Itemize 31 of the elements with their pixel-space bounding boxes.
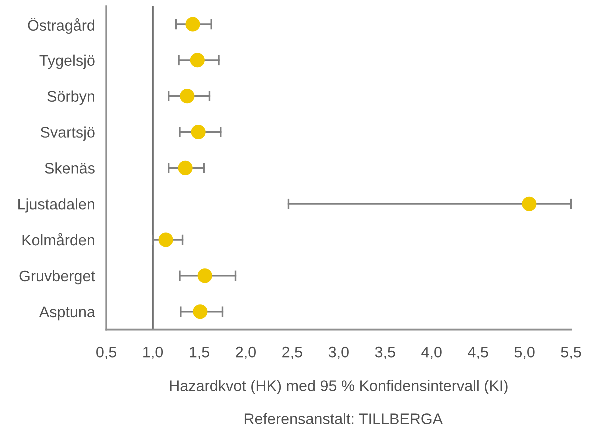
point <box>193 304 208 320</box>
x-tick-label: 5,5 <box>561 347 582 360</box>
y-tick-label: Sörbyn <box>48 90 94 106</box>
y-tick-label: Tygelsjö <box>40 54 95 70</box>
y-tick-label: Svartsjö <box>40 126 95 141</box>
y-tick-label: Östragård <box>28 18 94 34</box>
x-axis-title: Hazardkvot (HK) med 95 % Konfidensintervall (KI) <box>170 380 508 394</box>
x-tick-label: 1,5 <box>190 347 210 360</box>
x-tick-label: 2,5 <box>282 346 302 360</box>
x-tick-label: 3,0 <box>328 346 349 360</box>
point <box>186 17 200 32</box>
point <box>178 160 193 176</box>
point <box>180 89 195 104</box>
x-tick-label: 5,0 <box>514 346 535 360</box>
x-tick-label: 3,5 <box>375 346 396 360</box>
y-tick-label: Skenäs <box>45 162 95 174</box>
point <box>522 196 537 212</box>
y-tick-label: Gruvberget <box>20 270 96 285</box>
x-tick-label: 4,5 <box>468 347 488 360</box>
point <box>190 53 205 68</box>
x-tick-label: 4,0 <box>422 346 442 360</box>
x-tick-label: 0,5 <box>96 346 117 360</box>
point <box>198 268 212 284</box>
y-tick-label: Ljustadalen <box>18 198 94 213</box>
x-tick-label: 1,0 <box>144 346 164 360</box>
text: Referensanstalt: TILLBERGA <box>244 413 443 424</box>
point <box>158 232 174 248</box>
y-tick-label: Kolmården <box>22 233 94 246</box>
point <box>191 124 206 140</box>
y-tick-label: Asptuna <box>39 306 96 321</box>
x-tick-label: 2,0 <box>236 346 256 360</box>
